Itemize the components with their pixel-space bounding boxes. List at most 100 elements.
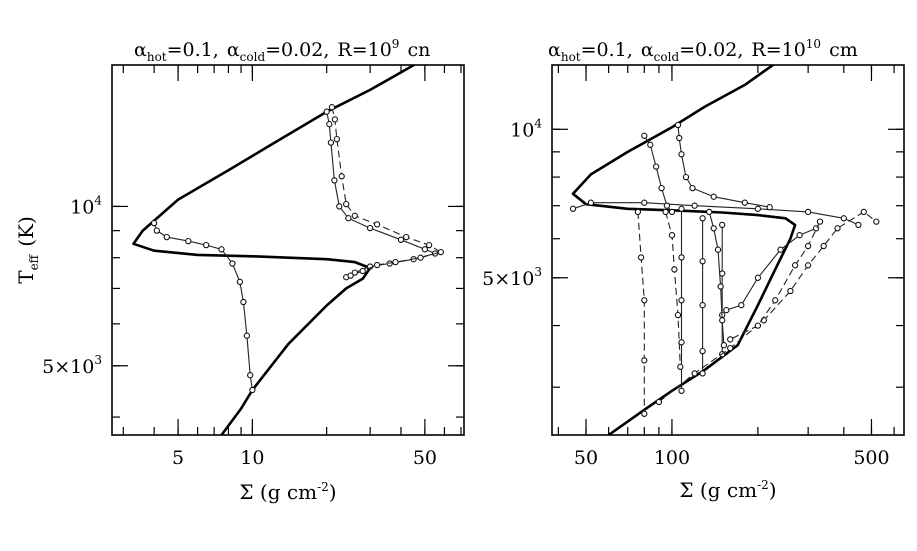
right-series-4-point (678, 254, 685, 261)
right-series-7-line (637, 211, 645, 414)
left-series-3-point (218, 246, 225, 253)
left-series-2-point (437, 248, 444, 256)
right-series-8-point (671, 266, 678, 273)
left-plot-area: 5 10 50 104 5×103 (42, 65, 464, 469)
left-series-2-point (351, 212, 358, 219)
right-series-3-point (710, 193, 717, 200)
left-series-3-point (240, 298, 247, 306)
left-y-tick-label: 104 (70, 193, 102, 218)
left-series-2-point (373, 221, 381, 228)
left-series-2-point (403, 233, 410, 241)
right-series-9-point (719, 317, 726, 324)
right-series-5-point (699, 302, 706, 309)
right-series-4-point (678, 339, 685, 346)
left-series-2-point (417, 254, 424, 261)
right-series-11-point (727, 344, 734, 352)
right-series-11-point (804, 262, 812, 269)
right-series-7-point (637, 254, 645, 261)
right-series-3-point (674, 121, 682, 129)
left-series-1-point (326, 121, 333, 128)
right-series-1-line (572, 202, 859, 226)
right-series-4-point (678, 205, 685, 212)
left-series-2-point (359, 267, 366, 275)
right-series-8-point (668, 232, 676, 239)
right-series-4-point (678, 387, 685, 394)
right-series-0-line (571, 65, 797, 435)
right-series-10-point (777, 246, 784, 253)
left-series-3-point (203, 241, 210, 249)
right-x-axis-label: Σ (g cm-2) (679, 478, 776, 502)
right-series-5-point (699, 215, 706, 222)
left-series-1-point (421, 246, 429, 253)
right-series-10-point (796, 232, 803, 239)
left-series-group (132, 65, 444, 435)
right-series-7-point (641, 410, 648, 417)
right-series-10-point (723, 306, 730, 314)
right-series-3-point (676, 134, 683, 142)
right-series-2-point (663, 202, 671, 209)
right-series-11-point (834, 225, 841, 232)
right-x-tick-label: 100 (654, 447, 690, 469)
right-series-2-point (641, 132, 648, 139)
right-y-tick-label: 5×103 (482, 265, 542, 290)
right-series-3-point (741, 199, 748, 206)
right-series-11-point (691, 370, 698, 377)
left-series-1-point (345, 215, 352, 222)
right-series-12-point (791, 262, 799, 269)
right-y-tick-label: 104 (510, 116, 542, 141)
left-series-3-point (150, 219, 158, 227)
left-series-2-point (328, 104, 336, 111)
left-series-3-point (153, 227, 160, 234)
right-series-3-point (682, 173, 690, 181)
left-series-2-point (392, 258, 399, 266)
left-y-tick-label: 5×103 (42, 353, 102, 378)
right-series-10-point (754, 274, 762, 281)
left-series-2-point (333, 135, 341, 143)
right-series-group (569, 65, 880, 435)
right-series-9-point (717, 283, 724, 290)
right-series-3-point (689, 184, 696, 192)
right-series-1-point (754, 205, 762, 212)
right-series-12-point (804, 242, 812, 250)
right-series-5-point (699, 347, 706, 355)
left-series-3-point (163, 233, 170, 241)
left-x-tick-label: 10 (240, 447, 264, 469)
left-series-1-point (336, 203, 343, 210)
left-series-2-point (425, 241, 433, 249)
right-series-2-point (652, 163, 660, 170)
right-series-8-point (677, 363, 684, 370)
left-series-1-point (323, 108, 330, 115)
left-series-3-line (153, 222, 253, 391)
right-series-11-line (658, 211, 877, 403)
right-series-9-point (706, 208, 713, 216)
left-series-2-point (347, 272, 354, 279)
right-series-1-point (804, 208, 812, 216)
right-series-6-point (719, 221, 726, 229)
right-series-9-point (710, 225, 717, 232)
right-series-2-point (647, 141, 654, 148)
right-series-5-point (699, 258, 706, 265)
right-series-9-point (714, 246, 722, 253)
right-x-tick-label: 500 (853, 447, 889, 469)
right-series-7-point (634, 208, 642, 216)
right-series-10-point (738, 302, 745, 309)
right-series-2-point (668, 208, 676, 216)
right-series-8-point (662, 208, 669, 216)
left-x-axis-label: Σ (g cm-2) (239, 480, 336, 504)
left-x-tick-label: 5 (172, 447, 184, 469)
right-series-12-point (727, 336, 734, 343)
right-series-2-point (658, 184, 665, 192)
right-series-8-point (674, 311, 682, 319)
right-series-6-point (719, 270, 726, 277)
left-series-2-point (338, 173, 345, 180)
right-series-1-point (840, 215, 847, 222)
right-series-7-point (641, 357, 648, 364)
right-series-3-point (678, 151, 685, 158)
right-x-tick-label: 50 (574, 447, 598, 469)
right-series-12-point (754, 322, 762, 329)
right-series-11-point (820, 242, 827, 250)
right-series-1-point (855, 221, 862, 229)
right-series-4-point (678, 297, 685, 304)
